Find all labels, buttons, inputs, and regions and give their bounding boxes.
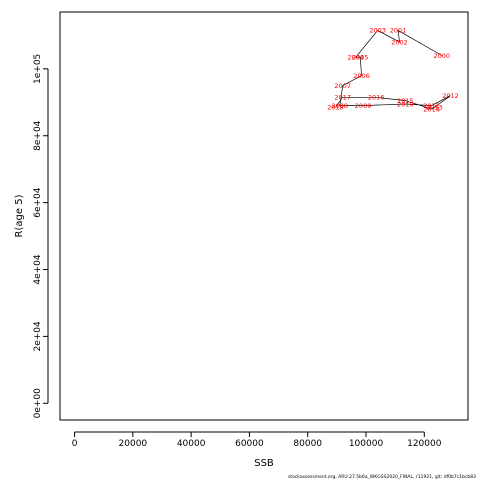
- y-axis: 0e+00 2e+04 4e+04 6e+04 8e+04 1e+05: [33, 54, 49, 419]
- plot-frame: [59, 11, 469, 421]
- x-tick-label: 60000: [235, 439, 264, 449]
- year-label: 2010: [397, 100, 414, 108]
- x-tick-label: 100000: [349, 439, 384, 449]
- year-label: 2009: [355, 102, 372, 110]
- year-label: 2003: [369, 27, 386, 35]
- y-tick-label: 0e+00: [33, 388, 43, 419]
- y-tick-label: 6e+04: [33, 187, 43, 218]
- year-label: 2005: [352, 53, 369, 61]
- year-label: 2007: [334, 82, 351, 90]
- series-layer: [335, 29, 451, 110]
- footer-note: stockassessment.org, ARU.27.5b6a_WKGSS20…: [288, 474, 476, 480]
- year-label: 2008: [331, 102, 348, 110]
- year-label: 2013: [426, 104, 443, 112]
- x-tick-label: 0: [72, 439, 78, 449]
- x-tick-label: 20000: [119, 439, 148, 449]
- year-label: 2015: [397, 97, 414, 105]
- year-label: 2014: [423, 105, 440, 113]
- x-tick-label: 80000: [293, 439, 322, 449]
- y-tick-label: 8e+04: [33, 120, 43, 151]
- x-tick-label: 40000: [177, 439, 206, 449]
- year-label: 2004: [348, 53, 365, 61]
- x-axis: 0 20000 40000 60000 80000 100000 120000: [72, 431, 442, 449]
- year-label: 2000: [433, 52, 450, 60]
- y-axis-title: R(age 5): [14, 194, 25, 237]
- stock-recruitment-trajectory: [335, 29, 451, 110]
- year-label: 2017: [334, 94, 351, 102]
- y-tick-label: 4e+04: [33, 254, 43, 285]
- year-label: 2011: [423, 102, 440, 110]
- year-label: 2012: [442, 92, 459, 100]
- year-label: 2016: [368, 94, 385, 102]
- y-tick-label: 1e+05: [33, 54, 43, 84]
- y-tick-label: 2e+04: [33, 321, 43, 352]
- year-label: 2001: [390, 27, 407, 35]
- year-label: 2006: [353, 72, 370, 80]
- x-tick-label: 120000: [407, 439, 442, 449]
- x-axis-title: SSB: [254, 458, 274, 469]
- year-label: 2002: [391, 38, 408, 46]
- year-label: 2018: [327, 104, 344, 112]
